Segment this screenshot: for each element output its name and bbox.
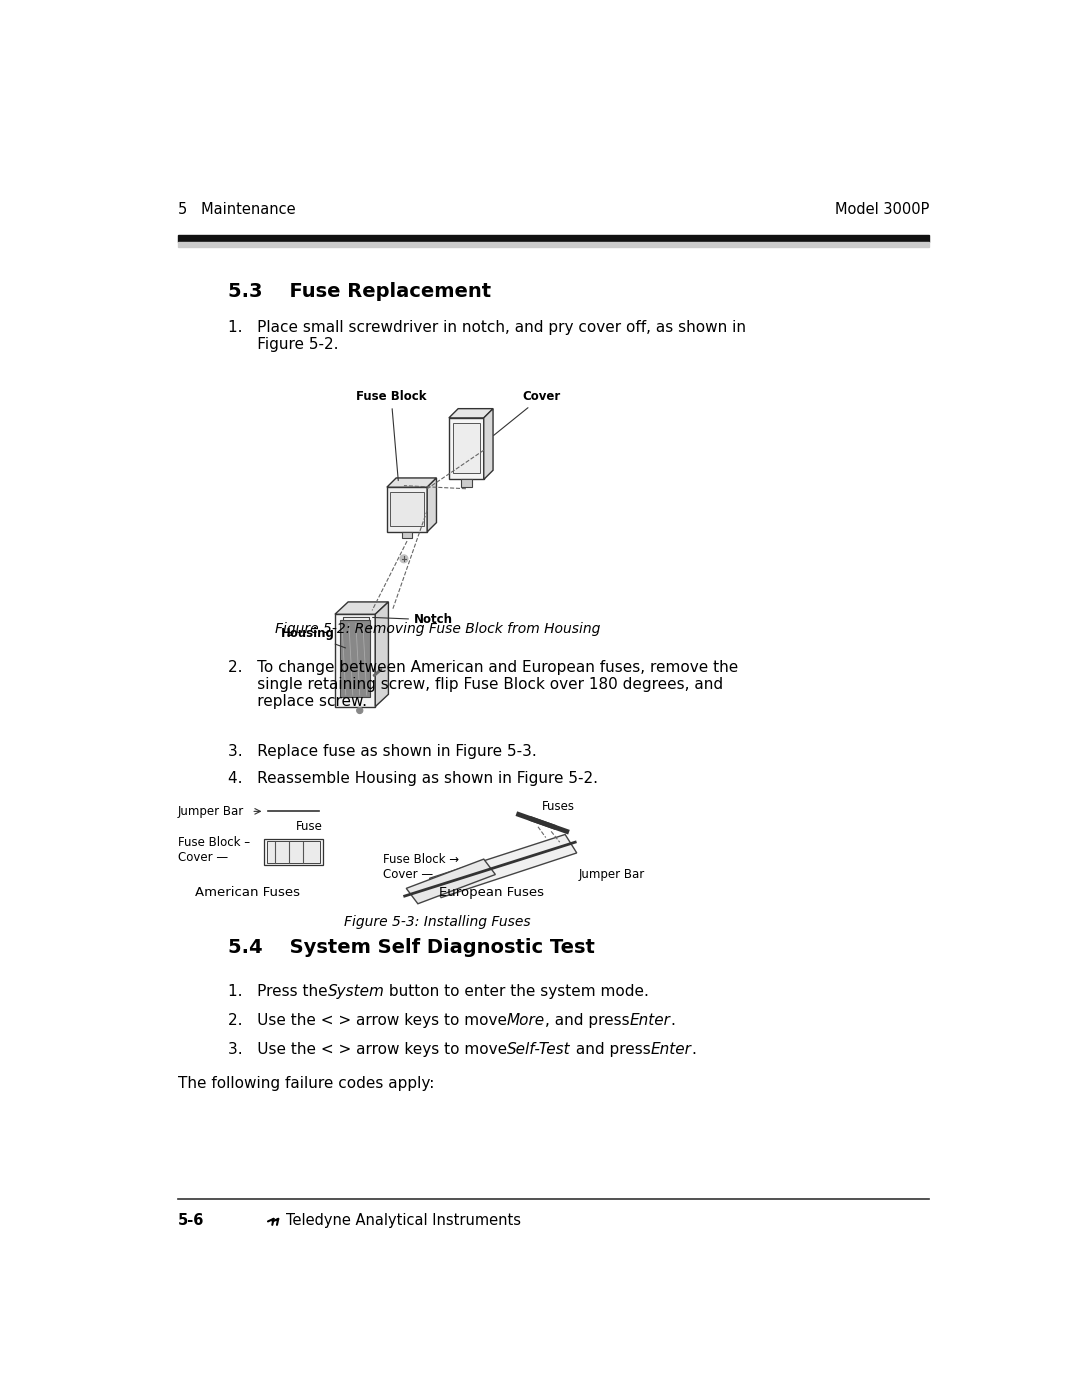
Text: Self-Test: Self-Test: [508, 1042, 570, 1058]
Text: single retaining screw, flip Fuse Block over 180 degrees, and: single retaining screw, flip Fuse Block …: [228, 678, 724, 693]
Text: Figure 5-2: Removing Fuse Block from Housing: Figure 5-2: Removing Fuse Block from Hou…: [274, 622, 599, 636]
Bar: [177, 236, 930, 242]
Text: 1.   Place small screwdriver in notch, and pry cover off, as shown in: 1. Place small screwdriver in notch, and…: [228, 320, 746, 335]
Text: 3.   Replace fuse as shown in Figure 5-3.: 3. Replace fuse as shown in Figure 5-3.: [228, 743, 537, 759]
Text: Fuse Block –: Fuse Block –: [177, 835, 249, 848]
Polygon shape: [375, 602, 389, 707]
Text: Fuse Block: Fuse Block: [356, 390, 427, 481]
Text: Jumper Bar: Jumper Bar: [177, 805, 244, 817]
Text: and press: and press: [570, 1042, 650, 1058]
Polygon shape: [340, 620, 369, 697]
Text: More: More: [507, 1013, 545, 1028]
Text: The following failure codes apply:: The following failure codes apply:: [177, 1076, 434, 1091]
Text: Jumper Bar: Jumper Bar: [578, 868, 645, 882]
Polygon shape: [403, 532, 411, 538]
Text: button to enter the system mode.: button to enter the system mode.: [384, 983, 649, 999]
Text: 5-6: 5-6: [177, 1214, 204, 1228]
Polygon shape: [428, 478, 436, 532]
Polygon shape: [453, 422, 480, 474]
Circle shape: [400, 555, 408, 563]
Polygon shape: [430, 834, 577, 898]
Text: Cover —: Cover —: [383, 868, 433, 882]
Polygon shape: [406, 859, 496, 904]
Polygon shape: [449, 418, 484, 479]
Text: 5   Maintenance: 5 Maintenance: [177, 203, 295, 218]
Text: Cover: Cover: [494, 390, 561, 436]
Bar: [177, 242, 930, 247]
Text: 3.   Use the < > arrow keys to move: 3. Use the < > arrow keys to move: [228, 1042, 508, 1058]
Text: replace screw.: replace screw.: [228, 694, 367, 710]
Polygon shape: [335, 615, 375, 707]
Text: 5.3    Fuse Replacement: 5.3 Fuse Replacement: [228, 282, 491, 300]
Text: 2.   Use the < > arrow keys to move: 2. Use the < > arrow keys to move: [228, 1013, 507, 1028]
Text: Teledyne Analytical Instruments: Teledyne Analytical Instruments: [286, 1214, 522, 1228]
Text: 5.4    System Self Diagnostic Test: 5.4 System Self Diagnostic Test: [228, 937, 595, 957]
Polygon shape: [387, 488, 428, 532]
Polygon shape: [461, 479, 472, 488]
Text: Figure 5-2.: Figure 5-2.: [228, 337, 338, 352]
Text: Cover —: Cover —: [177, 851, 228, 865]
Text: 4.   Reassemble Housing as shown in Figure 5-2.: 4. Reassemble Housing as shown in Figure…: [228, 771, 598, 785]
Polygon shape: [335, 602, 389, 615]
Text: 2.   To change between American and European fuses, remove the: 2. To change between American and Europe…: [228, 661, 739, 675]
Text: Notch: Notch: [373, 613, 453, 626]
Text: Fuse: Fuse: [296, 820, 322, 833]
Polygon shape: [484, 409, 494, 479]
FancyArrow shape: [374, 669, 381, 676]
Polygon shape: [390, 492, 424, 525]
Text: European Fuses: European Fuses: [438, 886, 544, 900]
Text: .: .: [691, 1042, 697, 1058]
Text: Enter: Enter: [650, 1042, 691, 1058]
Text: Figure 5-3: Installing Fuses: Figure 5-3: Installing Fuses: [343, 915, 530, 929]
Polygon shape: [387, 478, 436, 488]
Text: Housing: Housing: [281, 627, 346, 648]
Circle shape: [356, 707, 363, 714]
Text: American Fuses: American Fuses: [194, 886, 300, 900]
Text: Fuses: Fuses: [542, 800, 575, 813]
Text: System: System: [327, 983, 384, 999]
Bar: [267, 841, 321, 863]
Text: Enter: Enter: [630, 1013, 671, 1028]
Text: Fuse Block →: Fuse Block →: [383, 852, 459, 866]
Polygon shape: [449, 409, 494, 418]
Text: Model 3000P: Model 3000P: [835, 203, 930, 218]
Bar: [265, 840, 323, 865]
Text: .: .: [671, 1013, 675, 1028]
Text: 1.   Press the: 1. Press the: [228, 983, 327, 999]
Text: , and press: , and press: [545, 1013, 630, 1028]
